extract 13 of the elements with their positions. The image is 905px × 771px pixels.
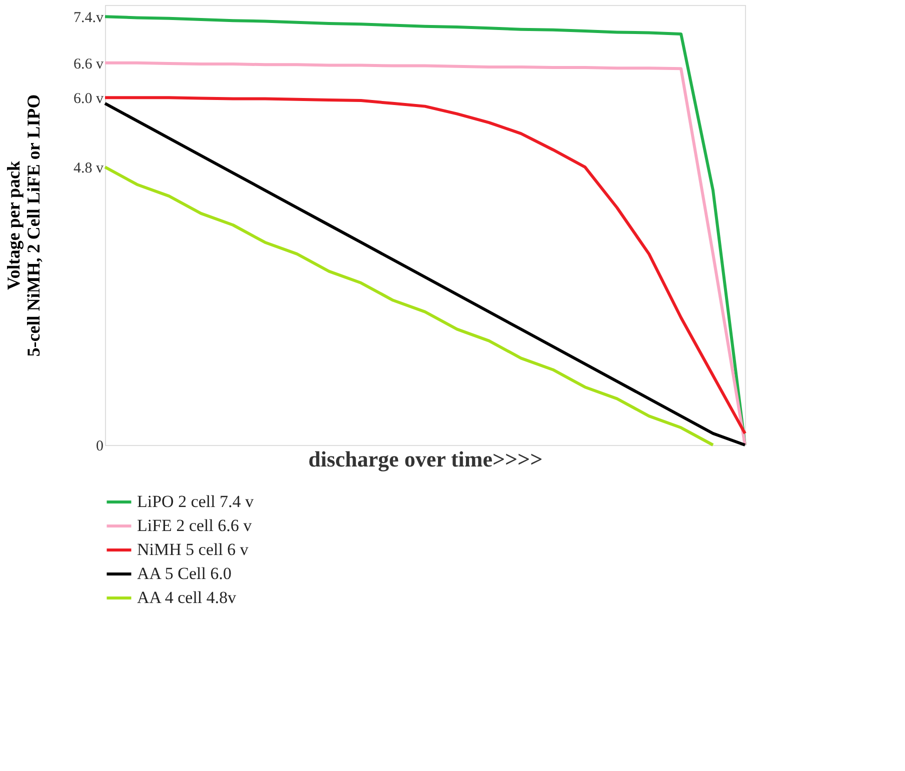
y-tick-label: 7.4.v: [74, 10, 104, 26]
legend-label: AA 4 cell 4.8v: [137, 588, 237, 607]
line-series: [104, 166, 714, 446]
x-axis-title: discharge over time>>>>: [308, 446, 543, 472]
y-tick-label: 6.6 v: [74, 56, 104, 72]
y-tick-label: 4.8 v: [74, 160, 104, 177]
legend-label: LiFE 2 cell 6.6 v: [137, 516, 252, 535]
y-axis-title: Voltage per pack 5-cell NiMH, 2 Cell LiFE or LIPO: [4, 94, 44, 357]
y-tick-label: 6.0 v: [74, 91, 104, 108]
legend-label: LiPO 2 cell 7.4 v: [137, 492, 254, 511]
legend-label: AA 5 Cell 6.0: [137, 564, 232, 583]
legend-label: NiMH 5 cell 6 v: [137, 540, 249, 559]
y-tick-label: 0: [96, 438, 104, 454]
